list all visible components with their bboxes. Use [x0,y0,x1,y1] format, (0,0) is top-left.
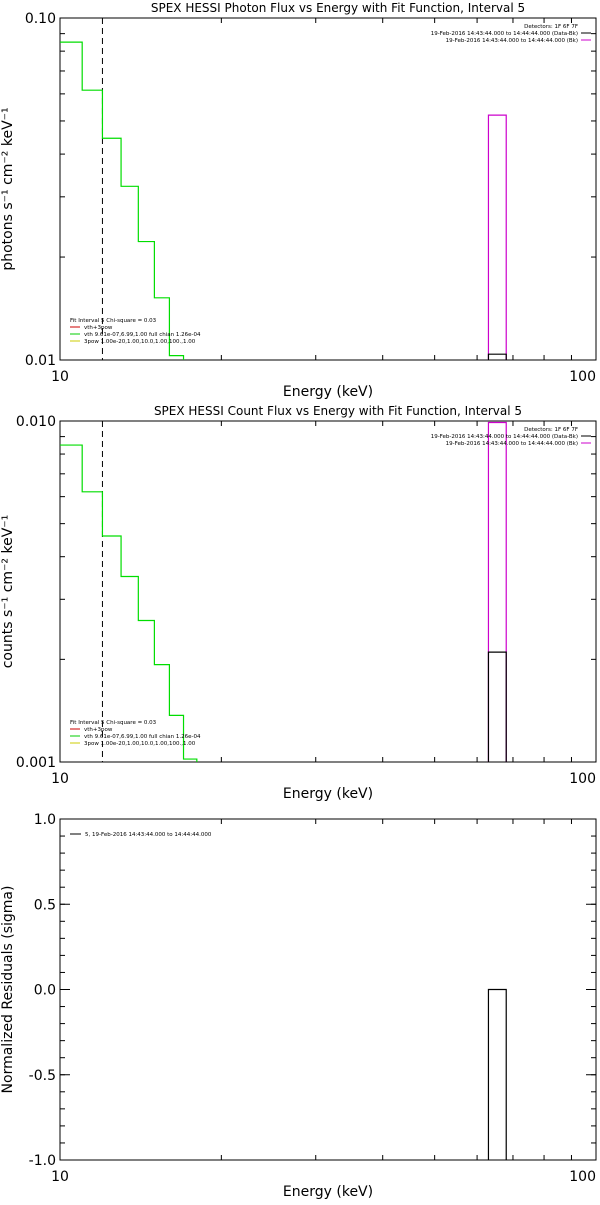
legend-entry: 5, 19-Feb-2016 14:43:44.000 to 14:44:44.… [85,832,212,838]
series-Bk-bar [487,114,507,360]
plot-frame [59,17,597,361]
chart-panel-1: SPEX HESSI Photon Flux vs Energy with Fi… [0,1,597,400]
x-axis-label: Energy (keV) [283,384,373,400]
y-tick-label: -1.0 [29,1153,56,1169]
y-tick-label: -0.5 [29,1068,56,1084]
series-Bk-bar [487,421,507,762]
chart-panel-2: SPEX HESSI Count Flux vs Energy with Fit… [0,404,597,802]
legend-entry: Detectors: 1F 6F 7F [524,24,578,30]
series-vth-step [60,41,185,360]
legend-entry: Detectors: 1F 6F 7F [524,427,578,433]
legend-entry: Fit Interval 5 Chi-square = 0.03 [70,720,157,726]
y-tick-label: 1.0 [34,812,56,828]
y-tick-label: 0.5 [34,897,56,913]
legend-entry: 19-Feb-2016 14:43:44.000 to 14:44:44.000… [431,434,578,440]
y-tick-label: 0.0 [34,983,56,999]
chart-panel-3: 10 100 -1.0 -0.5 0.0 0.5 1.0 Energy (keV) Normal… [0,812,597,1200]
legend-entry: vth 9.61e-07,6.99,1.00 full chian 1.26e-… [84,734,201,740]
legend-entry: 19-Feb-2016 14:43:44.000 to 14:44:44.000… [446,38,578,44]
legend-entry: 3pow 1.00e-20,1.00,10.0,1.00,100.,1.00 [84,741,196,747]
y-axis-label: Normalized Residuals (sigma) [0,886,16,1094]
plot-frame [59,818,597,1161]
plot-data-area [487,988,507,1160]
x-tick-label: 10 [51,1169,69,1185]
series-vth-step [60,444,198,762]
series-residual-bar [487,988,507,1160]
plot-data-area [60,18,507,360]
legend-entry: 19-Feb-2016 14:43:44.000 to 14:44:44.000… [446,441,578,447]
plot-frame [59,420,597,763]
y-tick-label: 0.001 [16,755,56,771]
x-tick-label: 100 [569,771,596,787]
legend-entry: vth+3pow [84,727,113,733]
x-axis-label: Energy (keV) [283,1184,373,1200]
series-Data-Bk-bar [487,651,507,762]
x-tick-label: 100 [569,369,596,385]
y-tick-label: 0.01 [25,353,56,369]
y-tick-label: 0.10 [25,11,56,27]
x-tick-label: 100 [569,1169,596,1185]
legend-entry: Fit Interval 5 Chi-square = 0.03 [70,318,157,324]
x-axis-label: Energy (keV) [283,786,373,802]
legend-entry: 19-Feb-2016 14:43:44.000 to 14:44:44.000… [431,31,578,37]
y-tick-label: 0.010 [16,414,56,430]
y-axis-label: photons s⁻¹ cm⁻² keV⁻¹ [0,107,16,270]
legend-entry: 3pow 1.00e-20,1.00,10.0,1.00,100.,1.00 [84,339,196,345]
legend-entry: vth+3pow [84,325,113,331]
chart-title: SPEX HESSI Photon Flux vs Energy with Fi… [151,1,525,15]
chart-title: SPEX HESSI Count Flux vs Energy with Fit… [154,404,522,418]
y-axis-label: counts s⁻¹ cm⁻² keV⁻¹ [0,515,16,669]
x-tick-label: 10 [51,771,69,787]
x-tick-label: 10 [51,369,69,385]
series-Data-Bk-bar [487,353,507,360]
plot-data-area [60,421,507,762]
legend-entry: vth 9.61e-07,6.99,1.00 full chian 1.26e-… [84,332,201,338]
